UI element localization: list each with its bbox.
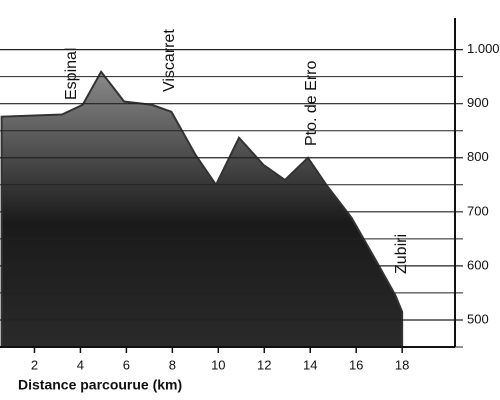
annotation: Viscarret	[161, 29, 178, 92]
x-tick-label: 12	[257, 357, 271, 372]
y-tick-label: 500	[467, 311, 489, 326]
y-tick-label: 1.000	[467, 41, 500, 56]
y-tick-label: 700	[467, 203, 489, 218]
y-tick-label: 800	[467, 149, 489, 164]
annotation: Espinal	[63, 48, 80, 100]
x-tick-label: 16	[349, 357, 363, 372]
y-tick-label: 900	[467, 95, 489, 110]
y-tick-label: 600	[467, 257, 489, 272]
x-tick-label: 2	[31, 357, 38, 372]
x-tick-label: 10	[211, 357, 225, 372]
annotation: Zubiri	[393, 234, 410, 274]
area	[0, 69, 404, 348]
x-tick-label: 14	[303, 357, 317, 372]
x-tick-label: 8	[169, 357, 176, 372]
x-tick-label: 6	[123, 357, 130, 372]
x-tick-label: 18	[395, 357, 409, 372]
x-tick-label: 4	[77, 357, 84, 372]
x-axis-label: Distance parcourue (km)	[18, 377, 182, 393]
